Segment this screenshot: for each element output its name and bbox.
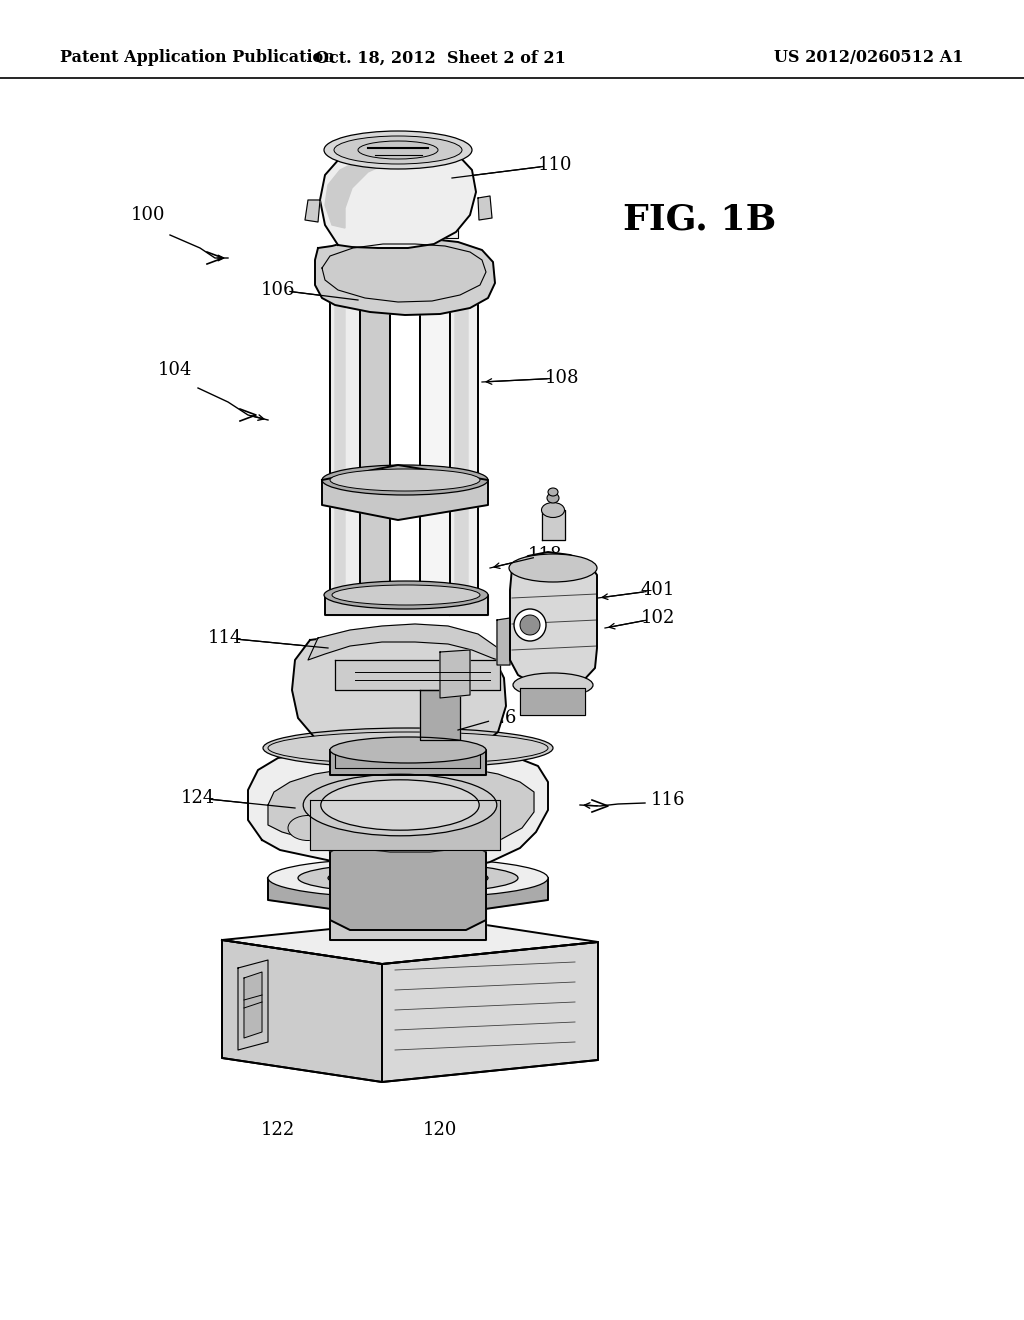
Ellipse shape	[324, 581, 488, 609]
Ellipse shape	[348, 812, 388, 837]
Polygon shape	[248, 744, 548, 873]
Polygon shape	[335, 660, 500, 690]
Polygon shape	[268, 766, 534, 851]
Polygon shape	[450, 300, 478, 615]
Ellipse shape	[514, 609, 546, 642]
Polygon shape	[305, 201, 319, 222]
Polygon shape	[222, 917, 598, 964]
Polygon shape	[497, 618, 510, 665]
Ellipse shape	[334, 136, 462, 164]
Polygon shape	[420, 300, 450, 615]
Ellipse shape	[513, 673, 593, 697]
Polygon shape	[330, 750, 486, 775]
Polygon shape	[358, 210, 458, 238]
Ellipse shape	[332, 585, 480, 605]
Polygon shape	[244, 972, 262, 1038]
Polygon shape	[335, 748, 480, 768]
Text: 110: 110	[538, 156, 572, 174]
Text: 106: 106	[261, 281, 295, 300]
Polygon shape	[322, 465, 488, 520]
Polygon shape	[455, 300, 468, 610]
Polygon shape	[335, 294, 345, 609]
Ellipse shape	[340, 785, 461, 824]
Polygon shape	[330, 840, 486, 931]
Polygon shape	[510, 552, 597, 688]
Ellipse shape	[330, 737, 486, 763]
Text: 120: 120	[423, 1121, 457, 1139]
Text: 124: 124	[181, 789, 215, 807]
Ellipse shape	[324, 131, 472, 169]
Text: Patent Application Publication: Patent Application Publication	[60, 49, 335, 66]
Polygon shape	[542, 510, 565, 540]
Text: 102: 102	[641, 609, 675, 627]
Ellipse shape	[542, 503, 564, 517]
Polygon shape	[360, 294, 390, 610]
Polygon shape	[310, 800, 500, 850]
Text: 122: 122	[261, 1121, 295, 1139]
Polygon shape	[478, 195, 492, 220]
Ellipse shape	[408, 808, 449, 833]
Polygon shape	[330, 294, 360, 610]
Text: 104: 104	[158, 360, 193, 379]
Text: 116: 116	[650, 791, 685, 809]
Ellipse shape	[263, 729, 553, 768]
Text: Oct. 18, 2012  Sheet 2 of 21: Oct. 18, 2012 Sheet 2 of 21	[315, 49, 565, 66]
Ellipse shape	[268, 733, 548, 764]
Polygon shape	[382, 942, 598, 1082]
Ellipse shape	[547, 492, 559, 503]
Polygon shape	[420, 690, 460, 741]
Ellipse shape	[548, 488, 558, 496]
Text: 118: 118	[527, 546, 562, 564]
Ellipse shape	[322, 465, 488, 495]
Text: 100: 100	[131, 206, 165, 224]
Polygon shape	[330, 900, 486, 940]
Polygon shape	[520, 688, 585, 715]
Ellipse shape	[330, 469, 480, 491]
Text: FIG. 1B: FIG. 1B	[624, 203, 776, 238]
Polygon shape	[222, 940, 382, 1082]
Polygon shape	[325, 154, 408, 228]
Polygon shape	[238, 960, 268, 1049]
Ellipse shape	[328, 867, 488, 888]
Polygon shape	[292, 628, 506, 758]
Polygon shape	[268, 878, 548, 920]
Ellipse shape	[268, 858, 548, 898]
Ellipse shape	[520, 615, 540, 635]
Polygon shape	[308, 624, 504, 663]
Ellipse shape	[509, 554, 597, 582]
Text: 114: 114	[208, 630, 243, 647]
Ellipse shape	[358, 141, 438, 158]
Polygon shape	[322, 244, 486, 302]
Polygon shape	[268, 858, 548, 898]
Text: US 2012/0260512 A1: US 2012/0260512 A1	[774, 49, 964, 66]
Polygon shape	[440, 649, 470, 698]
Polygon shape	[319, 144, 476, 248]
Ellipse shape	[298, 863, 518, 894]
Text: 126: 126	[482, 709, 517, 727]
Ellipse shape	[303, 775, 497, 836]
Polygon shape	[315, 238, 495, 315]
Ellipse shape	[321, 780, 479, 830]
Text: 401: 401	[641, 581, 675, 599]
Polygon shape	[325, 595, 488, 615]
Ellipse shape	[288, 816, 328, 841]
Text: 108: 108	[545, 370, 580, 387]
